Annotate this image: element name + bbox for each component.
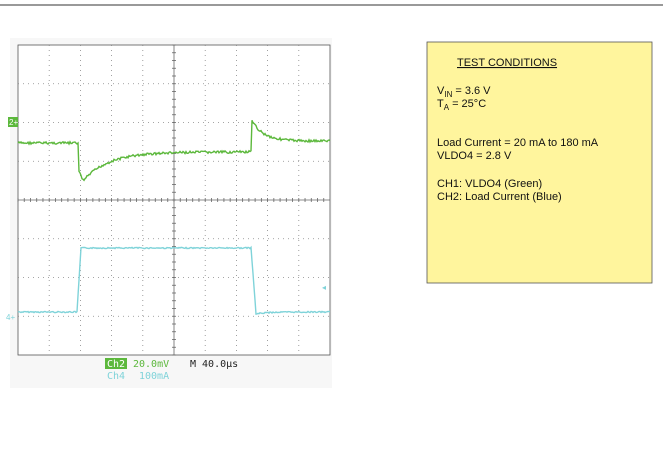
ta: TA = 25°C [437, 98, 486, 112]
ta-subscript: A [444, 103, 450, 112]
vin-symbol: V [437, 85, 445, 97]
conditions-box [426, 41, 653, 284]
ta-value: = 25°C [452, 98, 486, 110]
ch2-trace [17, 120, 331, 182]
ch2-marker: 2+ [9, 118, 18, 127]
conditions-title: TEST CONDITIONS [457, 57, 557, 69]
ch4-scale: 100mA [139, 371, 169, 382]
ch2-scale: 20.0mV [133, 359, 169, 370]
timebase: M 40.0µs [190, 359, 238, 370]
ch4-marker: 4+ [6, 313, 15, 322]
ch1-note: CH1: VLDO4 (Green) [437, 178, 542, 190]
trigger-marker: ◂ [322, 283, 326, 292]
load-current: Load Current = 20 mA to 180 mA [437, 137, 599, 149]
vldo4: VLDO4 = 2.8 V [437, 150, 512, 162]
vin: VIN = 3.6 V [437, 85, 491, 99]
vin-value: = 3.6 V [455, 85, 491, 97]
vin-subscript: IN [444, 90, 452, 99]
ch2-marker-box [8, 117, 18, 127]
ta-symbol: T [437, 98, 444, 110]
ch2-label-box [105, 358, 127, 369]
scope-grid [17, 44, 330, 356]
ch4-label: Ch4 [107, 371, 125, 382]
ch4-trace [17, 245, 331, 315]
ch2-note: CH2: Load Current (Blue) [437, 191, 562, 203]
ch2-label: Ch2 [107, 359, 125, 370]
